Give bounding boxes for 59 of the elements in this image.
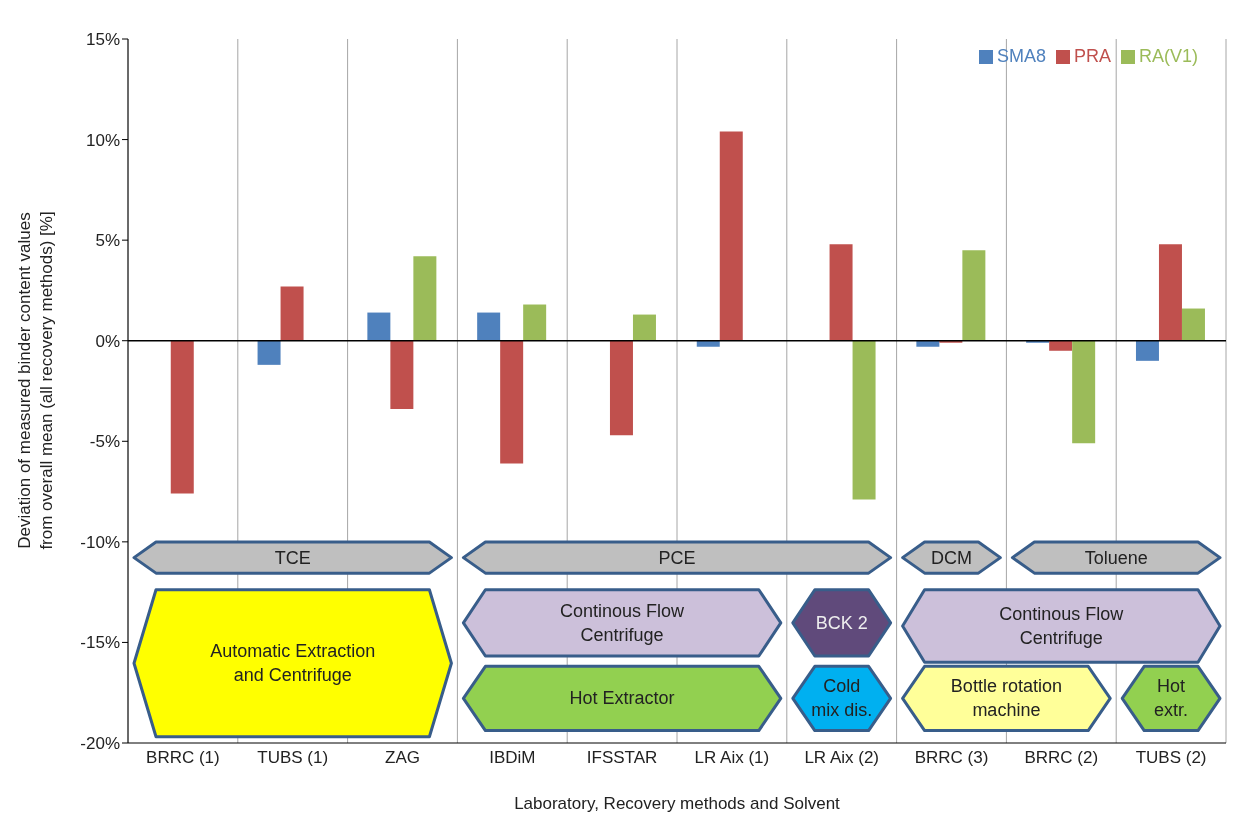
x-tick-label: BRRC (2)	[1024, 748, 1099, 768]
y-tick-label: -10%	[80, 532, 120, 552]
bar	[916, 340, 940, 347]
annotation: DCM	[931, 547, 972, 568]
bar	[170, 340, 194, 494]
bar	[719, 131, 743, 341]
annotation: Hot extr.	[1154, 676, 1189, 721]
legend-label: PRA	[1073, 46, 1111, 66]
bar	[1049, 340, 1073, 351]
x-tick-label: ZAG	[385, 748, 420, 768]
bar	[829, 244, 853, 341]
bar	[367, 312, 391, 341]
annotation: TCE	[274, 547, 311, 568]
annotation: PCE	[658, 547, 696, 568]
x-axis-title: Laboratory, Recovery methods and Solvent	[514, 794, 841, 813]
bar	[1135, 340, 1159, 361]
y-tick-label: 5%	[95, 231, 120, 251]
bar	[852, 340, 876, 500]
bar	[477, 312, 501, 341]
bar	[1026, 340, 1050, 343]
x-tick-label: TUBS (1)	[257, 748, 329, 768]
y-tick-label: -5%	[89, 432, 120, 452]
y-tick-label: 10%	[85, 130, 120, 150]
legend-label: SMA8	[996, 46, 1046, 66]
y-tick-label: 15%	[85, 30, 120, 50]
bar	[632, 314, 656, 341]
bar	[939, 340, 963, 343]
x-tick-label: TUBS (2)	[1135, 748, 1207, 768]
bar	[1181, 308, 1205, 341]
x-tick-label: IFSSTAR	[586, 748, 658, 768]
bar	[413, 256, 437, 341]
annotation: Toluene	[1084, 547, 1148, 568]
x-tick-label: LR Aix (2)	[804, 748, 880, 768]
bar	[280, 286, 304, 341]
y-tick-label: -20%	[80, 734, 120, 754]
annotation: Cold mix dis.	[811, 676, 873, 721]
annotation: Continous Flow Centrifuge	[999, 603, 1125, 648]
annotation: Continous Flow Centrifuge	[560, 600, 686, 645]
annotation: Bottle rotation machine	[950, 676, 1062, 721]
x-tick-label: IBDiM	[489, 748, 536, 768]
y-tick-label: 0%	[95, 331, 120, 351]
x-tick-label: BRRC (1)	[146, 748, 220, 768]
x-tick-label: BRRC (3)	[914, 748, 989, 768]
annotation: BCK 2	[815, 612, 868, 633]
bar	[1072, 340, 1096, 444]
bar	[500, 340, 524, 464]
bar	[962, 250, 986, 341]
bar	[609, 340, 633, 436]
annotation: Automatic Extraction and Centrifuge	[210, 641, 376, 686]
bar	[696, 340, 720, 347]
bar	[1158, 244, 1182, 341]
y-tick-label: -15%	[80, 633, 120, 653]
legend-label: RA(V1)	[1138, 46, 1198, 66]
bar	[257, 340, 281, 365]
x-tick-label: LR Aix (1)	[694, 748, 770, 768]
y-axis-title: Deviation of measured binder content values from overall mean (all recovery methods) [%]	[15, 211, 56, 550]
bar	[390, 340, 414, 410]
annotation: Hot Extractor	[569, 688, 675, 709]
bar	[523, 304, 547, 341]
